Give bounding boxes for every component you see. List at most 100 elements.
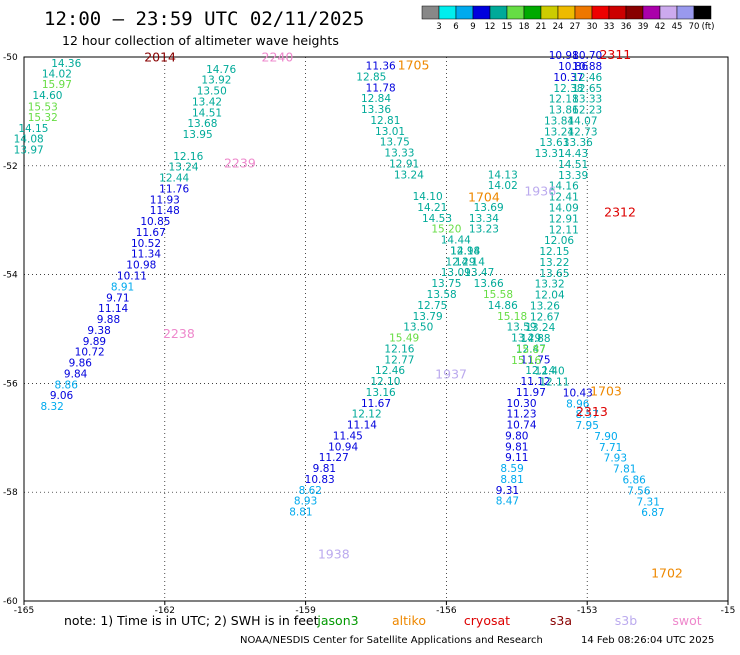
wave-height-value: 12.73 xyxy=(567,126,597,138)
wave-height-value: 10.72 xyxy=(75,347,105,359)
wave-height-value: 14.07 xyxy=(567,115,597,127)
colorbar-tick-label: 24 xyxy=(553,22,564,32)
x-tick-label: -15 xyxy=(721,606,736,616)
wave-height-value: 11.75 xyxy=(521,354,551,366)
data-points: 14.3614.0215.9714.6015.5315.3214.1514.08… xyxy=(14,50,665,519)
colorbar-swatch xyxy=(557,5,576,20)
wave-height-value: 12.94 xyxy=(450,245,480,257)
wave-height-value: 12.75 xyxy=(417,300,447,312)
wave-height-value: 12.14 xyxy=(525,365,555,377)
colorbar-swatch xyxy=(472,5,491,20)
wave-height-value: 15.58 xyxy=(483,289,513,301)
wave-height-value: 10.88 xyxy=(572,61,602,73)
wave-height-value: 6.86 xyxy=(622,474,646,486)
plot-frame xyxy=(23,56,729,602)
x-tick-label: -162 xyxy=(155,606,175,616)
wave-height-value: 11.67 xyxy=(361,398,391,410)
y-tick-label: -58 xyxy=(3,488,18,498)
wave-height-value: 13.63 xyxy=(539,137,569,149)
wave-height-value: 7.31 xyxy=(637,496,660,508)
colorbar-tick-label: 3 xyxy=(436,22,441,32)
x-tick-label: -165 xyxy=(14,606,34,616)
wave-height-value: 14.14 xyxy=(455,256,485,268)
wave-height-value: 14.18 xyxy=(450,245,480,257)
wave-height-value: 15.16 xyxy=(511,355,541,367)
pass-time-label: 2238 xyxy=(163,326,195,341)
wave-height-value: 12.10 xyxy=(370,376,400,388)
wave-height-value: 13.92 xyxy=(201,75,231,87)
wave-height-value: 13.65 xyxy=(539,268,569,280)
wave-height-value: 15.87 xyxy=(516,344,546,356)
wave-height-value: 13.42 xyxy=(192,96,222,108)
plot-area: -165 -162 -159 -156 -153 -15 -50 -52 -54 -56 -58 -6… xyxy=(3,47,735,616)
wave-height-value: 11.14 xyxy=(98,303,128,315)
wave-height-value: 8.62 xyxy=(299,485,322,497)
wave-height-value: 10.70 xyxy=(572,50,602,62)
wave-height-value: 13.22 xyxy=(539,257,569,269)
wave-height-value: 12.15 xyxy=(539,246,569,258)
colorbar-tick-label: 9 xyxy=(470,22,475,32)
wave-height-value: 10.11 xyxy=(117,270,147,282)
pass-time-label: 1704 xyxy=(468,190,500,205)
wave-height-value: 11.67 xyxy=(136,227,166,239)
wave-height-value: 15.20 xyxy=(431,224,461,236)
wave-height-value: 8.32 xyxy=(40,401,63,413)
wave-height-value: 7.90 xyxy=(594,431,617,443)
x-tick-label: -156 xyxy=(436,606,457,616)
wave-height-value: 10.98 xyxy=(549,50,579,62)
wave-height-value: 12.16 xyxy=(173,151,203,163)
wave-height-value: 10.30 xyxy=(506,398,536,410)
wave-height-value: 13.33 xyxy=(572,94,602,106)
wave-height-value: 12.41 xyxy=(549,192,579,204)
colorbar-unit: (ft) xyxy=(702,22,715,32)
wave-height-value: 13.39 xyxy=(558,170,588,182)
pass-time-label: 2311 xyxy=(599,47,631,62)
wave-height-value: 8.96 xyxy=(566,398,590,410)
wave-height-value: 10.74 xyxy=(506,420,536,432)
wave-height-value: 13.29 xyxy=(511,333,541,345)
wave-height-value: 13.24 xyxy=(394,169,424,181)
wave-height-value: 7.93 xyxy=(604,453,627,465)
pass-time-label: 1702 xyxy=(651,566,683,581)
wave-height-value: 9.38 xyxy=(87,325,110,337)
wave-height-value: 13.32 xyxy=(535,279,565,291)
wave-height-value: 10.85 xyxy=(140,216,170,228)
wave-height-value: 9.89 xyxy=(83,336,106,348)
wave-height-value: 13.69 xyxy=(474,202,504,214)
colorbar-tick-label: 30 xyxy=(587,22,598,32)
wave-height-value: 9.80 xyxy=(505,430,528,442)
wave-height-value: 12.40 xyxy=(535,366,565,378)
wave-height-value: 13.01 xyxy=(375,126,405,138)
colorbar-swatch xyxy=(540,5,559,20)
wave-height-value: 8.81 xyxy=(289,507,312,519)
wave-height-value: 15.53 xyxy=(28,101,58,113)
wave-height-value: 14.53 xyxy=(422,213,452,225)
wave-height-value: 12.16 xyxy=(384,343,414,355)
pass-time-label: 1703 xyxy=(590,383,622,398)
wave-height-value: 8.86 xyxy=(55,379,79,391)
pass-time-label: 1705 xyxy=(398,58,430,73)
wave-height-value: 11.78 xyxy=(366,82,396,94)
wave-height-value: 14.86 xyxy=(488,300,518,312)
wave-height-value: 11.97 xyxy=(516,387,546,399)
wave-height-value: 14.16 xyxy=(549,181,579,193)
satellite-legend-s3a: s3a xyxy=(550,613,572,628)
wave-height-value: 8.91 xyxy=(111,281,134,293)
wave-height-value: 14.88 xyxy=(521,333,551,345)
wave-height-value: 13.95 xyxy=(183,129,213,141)
wave-height-value: 11.93 xyxy=(150,194,180,206)
wave-height-value: 13.24 xyxy=(525,322,555,334)
pass-time-label: 2312 xyxy=(604,204,636,219)
wave-height-value: 9.88 xyxy=(97,314,120,326)
wave-height-value: 9.31 xyxy=(496,485,519,497)
wave-height-value: 14.51 xyxy=(558,159,588,171)
wave-height-value: 13.33 xyxy=(384,148,414,160)
wave-height-value: 12.23 xyxy=(572,105,602,117)
wave-height-value: 13.75 xyxy=(431,278,461,290)
wave-height-value: 13.23 xyxy=(469,224,499,236)
wave-height-value: 12.12 xyxy=(352,409,382,421)
colorbar-swatch xyxy=(574,5,593,20)
wave-height-value: 9.81 xyxy=(505,441,528,453)
wave-height-value: 12.91 xyxy=(549,213,579,225)
